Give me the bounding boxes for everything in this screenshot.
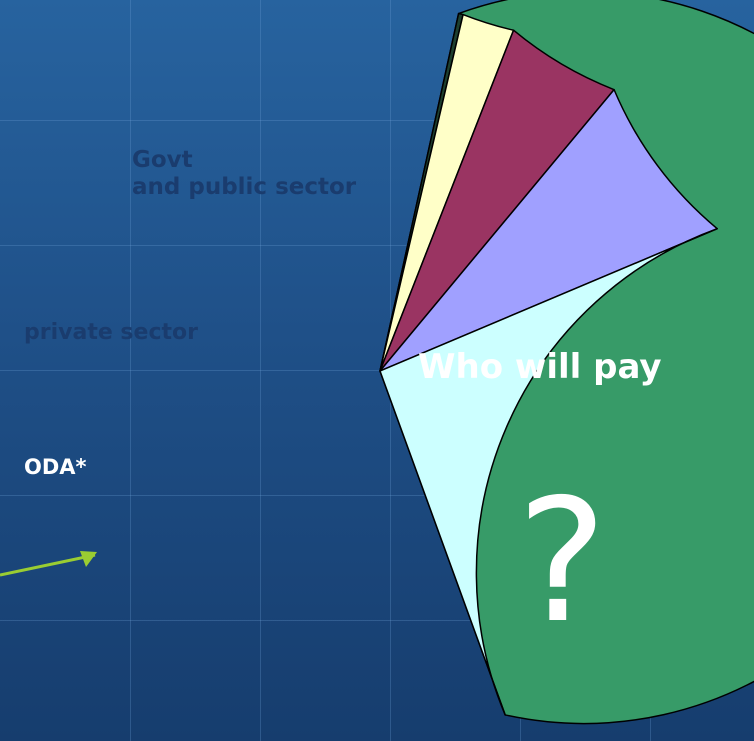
pointer-arrow-head [80,551,97,567]
grid-line [0,120,754,121]
grid-line [0,245,754,246]
question-mark: ? [517,463,607,661]
slice-label-who-will-pay: Who will pay [418,347,662,387]
pie-slices [379,0,754,725]
grid-line [130,0,131,741]
grid-line [0,620,754,621]
slice-label-private-sector: private sector [24,320,198,345]
slice-label-oda: ODA* [24,455,87,479]
grid-line [0,370,754,371]
slice-label-govt-line1: Govt [132,147,193,173]
pie-slice-6 [379,227,718,716]
grid-line [260,0,261,741]
grid-line [0,495,754,496]
pointer-arrow-line [0,553,96,577]
pie-slice-5 [379,88,718,372]
slice-label-govt-line2: and public sector [132,174,357,200]
